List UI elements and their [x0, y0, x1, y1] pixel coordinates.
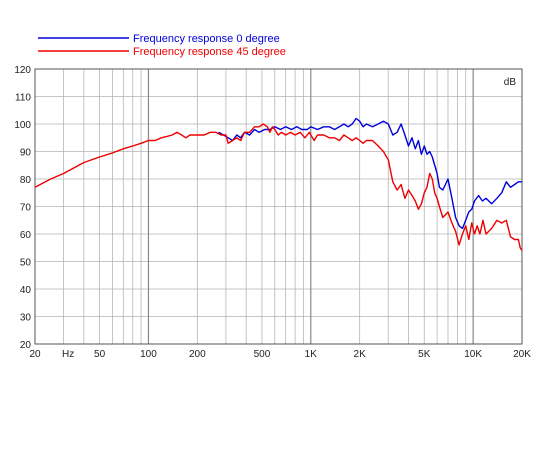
y-tick-label: 110 — [15, 93, 31, 104]
y-tick-label: 70 — [20, 203, 32, 214]
y-tick-label: 120 — [14, 65, 31, 76]
x-tick-label: 100 — [140, 349, 157, 360]
series-layer — [34, 117, 523, 251]
x-tick-label: 20K — [513, 349, 531, 360]
plot-frame — [34, 68, 523, 345]
legend-label: Frequency response 45 degree — [133, 46, 286, 58]
y-tick-label: 80 — [20, 175, 32, 186]
x-axis-tick-labels: 20 50 100 200 500 1K 2K 5K 10K 20K Hz — [29, 349, 531, 360]
y-tick-label: 100 — [14, 120, 31, 131]
y-tick-label: 40 — [20, 285, 32, 296]
y-tick-label: 90 — [20, 148, 32, 159]
x-tick-label: 10K — [464, 349, 482, 360]
series-line-1 — [34, 123, 523, 251]
y-tick-label: 50 — [20, 258, 32, 269]
series-line-0 — [218, 117, 522, 230]
y-tick-label: 60 — [20, 230, 32, 241]
x-tick-label: 20 — [29, 349, 41, 360]
x-tick-label: 200 — [189, 349, 206, 360]
minor-grid — [35, 69, 522, 344]
y-tick-label: 30 — [20, 313, 32, 324]
x-axis-unit-label: Hz — [62, 349, 74, 360]
x-tick-label: 50 — [94, 349, 106, 360]
y-axis-unit-label: dB — [504, 77, 517, 88]
x-tick-label: 2K — [354, 349, 367, 360]
y-tick-label: 20 — [20, 340, 32, 351]
legend-label: Frequency response 0 degree — [133, 33, 280, 45]
x-tick-label: 5K — [418, 349, 431, 360]
x-tick-label: 500 — [254, 349, 271, 360]
x-tick-label: 1K — [305, 349, 318, 360]
y-axis-tick-labels: 20 30 40 50 60 70 80 90 100 110 120 — [14, 65, 31, 351]
